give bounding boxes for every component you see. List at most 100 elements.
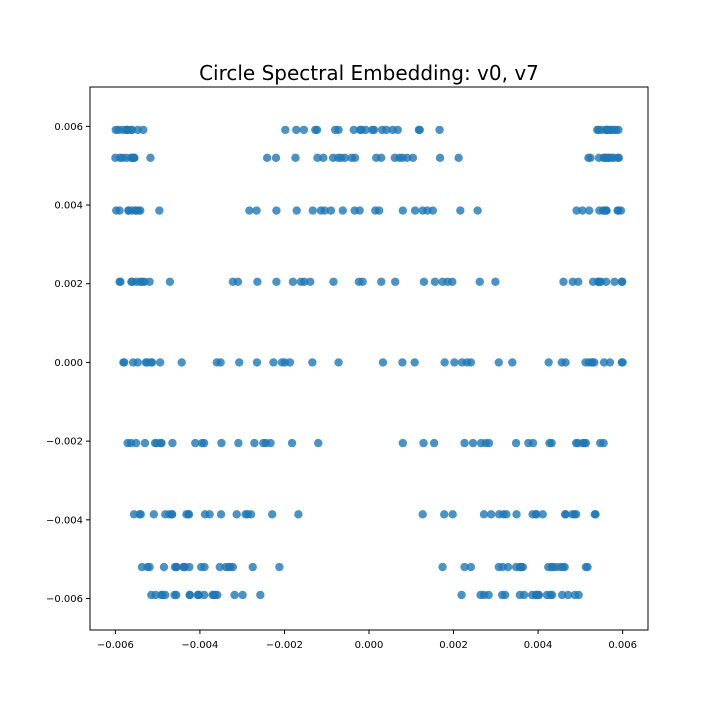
- scatter-point: [245, 206, 254, 215]
- scatter-point: [532, 510, 541, 519]
- x-axis: −0.006 −0.004 −0.002 0.000 0.002 0.004 0.006: [97, 630, 637, 651]
- scatter-point: [410, 206, 420, 215]
- scatter-point: [460, 562, 469, 572]
- scatter-point: [115, 153, 125, 163]
- scatter-point: [213, 590, 222, 600]
- scatter-point: [177, 358, 186, 367]
- scatter-point: [610, 277, 619, 286]
- scatter-point: [292, 125, 301, 135]
- scatter-point: [118, 125, 127, 135]
- scatter-point: [371, 206, 380, 215]
- scatter-point: [601, 206, 610, 215]
- scatter-point: [306, 277, 315, 286]
- scatter-point: [299, 125, 309, 135]
- scatter-point: [429, 438, 439, 448]
- scatter-point: [326, 206, 336, 215]
- scatter-point: [378, 358, 388, 367]
- x-tick-label: 0.000: [355, 640, 384, 651]
- scatter-point: [261, 438, 271, 448]
- scatter-point: [593, 277, 603, 286]
- scatter-point: [137, 562, 147, 572]
- scatter-point: [216, 358, 225, 367]
- scatter-point: [138, 277, 147, 286]
- scatter-point: [581, 562, 591, 572]
- scatter-point: [419, 277, 429, 286]
- scatter-point: [454, 153, 463, 163]
- scatter-point: [369, 125, 379, 135]
- scatter-point: [558, 562, 568, 572]
- scatter-point: [538, 510, 547, 519]
- scatter-point: [329, 277, 338, 286]
- scatter-point: [419, 438, 428, 448]
- scatter-point: [168, 438, 177, 448]
- scatter-point: [156, 438, 165, 448]
- scatter-point: [498, 562, 507, 572]
- scatter-point: [546, 590, 555, 600]
- scatter-point: [281, 125, 290, 135]
- scatter-point: [393, 125, 402, 135]
- scatter-point: [371, 153, 381, 163]
- scatter-point: [320, 206, 329, 215]
- scatter-point: [119, 358, 128, 367]
- y-axis: −0.006 −0.004 −0.002 0.000 0.002 0.004 0.006: [46, 122, 90, 605]
- scatter-point: [354, 277, 364, 286]
- scatter-point: [481, 438, 490, 448]
- scatter-point: [139, 125, 148, 135]
- scatter-point: [585, 206, 594, 215]
- scatter-point: [435, 125, 444, 135]
- scatter-point: [613, 153, 623, 163]
- scatter-point: [165, 277, 175, 286]
- scatter-point: [561, 358, 570, 367]
- scatter-point: [155, 206, 164, 215]
- scatter-point: [355, 125, 365, 135]
- scatter-point: [617, 358, 626, 367]
- scatter-point: [243, 510, 252, 519]
- scatter-point: [570, 590, 580, 600]
- scatter-point: [448, 510, 457, 519]
- scatter-point: [473, 206, 482, 215]
- scatter-point: [140, 438, 150, 448]
- scatter-point: [511, 438, 521, 448]
- scatter-point: [147, 590, 156, 600]
- scatter-point: [319, 153, 328, 163]
- chart-title: Circle Spectral Embedding: v0, v7: [199, 61, 539, 85]
- scatter-point: [338, 206, 347, 215]
- scatter-point: [269, 358, 278, 367]
- scatter-point: [215, 562, 224, 572]
- scatter-point: [122, 153, 131, 163]
- scatter-point: [456, 206, 465, 215]
- scatter-point: [292, 206, 301, 215]
- scatter-point: [594, 153, 604, 163]
- scatter-point: [390, 153, 399, 163]
- scatter-point: [256, 590, 265, 600]
- scatter-point: [347, 153, 356, 163]
- y-tick-label: 0.000: [54, 358, 83, 369]
- scatter-point: [460, 438, 469, 448]
- scatter-point: [159, 562, 169, 572]
- scatter-point: [334, 125, 343, 135]
- scatter-point: [602, 125, 612, 135]
- scatter-point: [234, 438, 243, 448]
- scatter-point: [559, 277, 568, 286]
- scatter-point: [199, 438, 209, 448]
- scatter-point: [457, 590, 466, 600]
- scatter-point: [155, 358, 165, 367]
- scatter-point: [272, 206, 281, 215]
- scatter-point: [563, 590, 573, 600]
- scatter-point: [340, 153, 350, 163]
- scatter-point: [479, 590, 489, 600]
- scatter-point: [294, 510, 303, 519]
- scatter-point: [146, 358, 156, 367]
- scatter-point: [494, 358, 503, 367]
- scatter-point: [402, 153, 412, 163]
- scatter-point: [408, 153, 418, 163]
- scatter-point: [524, 438, 533, 448]
- y-tick-label: 0.002: [54, 279, 83, 290]
- scatter-point: [499, 510, 508, 519]
- scatter-point: [450, 358, 459, 367]
- scatter-point: [145, 277, 154, 286]
- scatter-point: [308, 358, 317, 367]
- scatter-point: [172, 590, 181, 600]
- scatter-point: [115, 206, 124, 215]
- scatter-point: [124, 206, 133, 215]
